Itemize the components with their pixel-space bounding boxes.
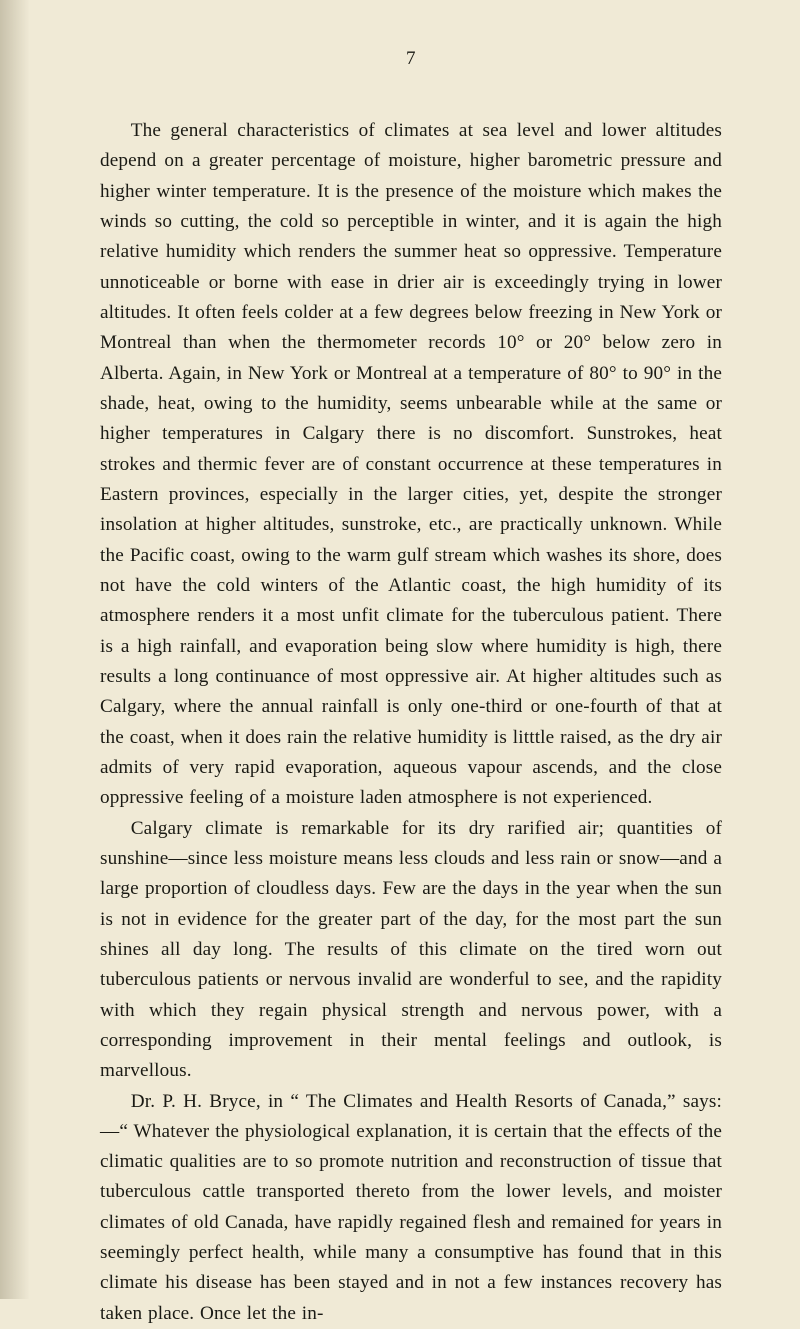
document-page: 7 The general characteristics of climate… — [0, 0, 800, 1299]
paragraph-2: Calgary climate is remarkable for its dr… — [100, 814, 722, 1087]
paragraph-1: The general characteristics of climates … — [100, 116, 722, 814]
paragraph-3: Dr. P. H. Bryce, in “ The Climates and H… — [100, 1087, 722, 1329]
page-number: 7 — [100, 48, 722, 70]
body-text: The general characteristics of climates … — [100, 116, 722, 1329]
